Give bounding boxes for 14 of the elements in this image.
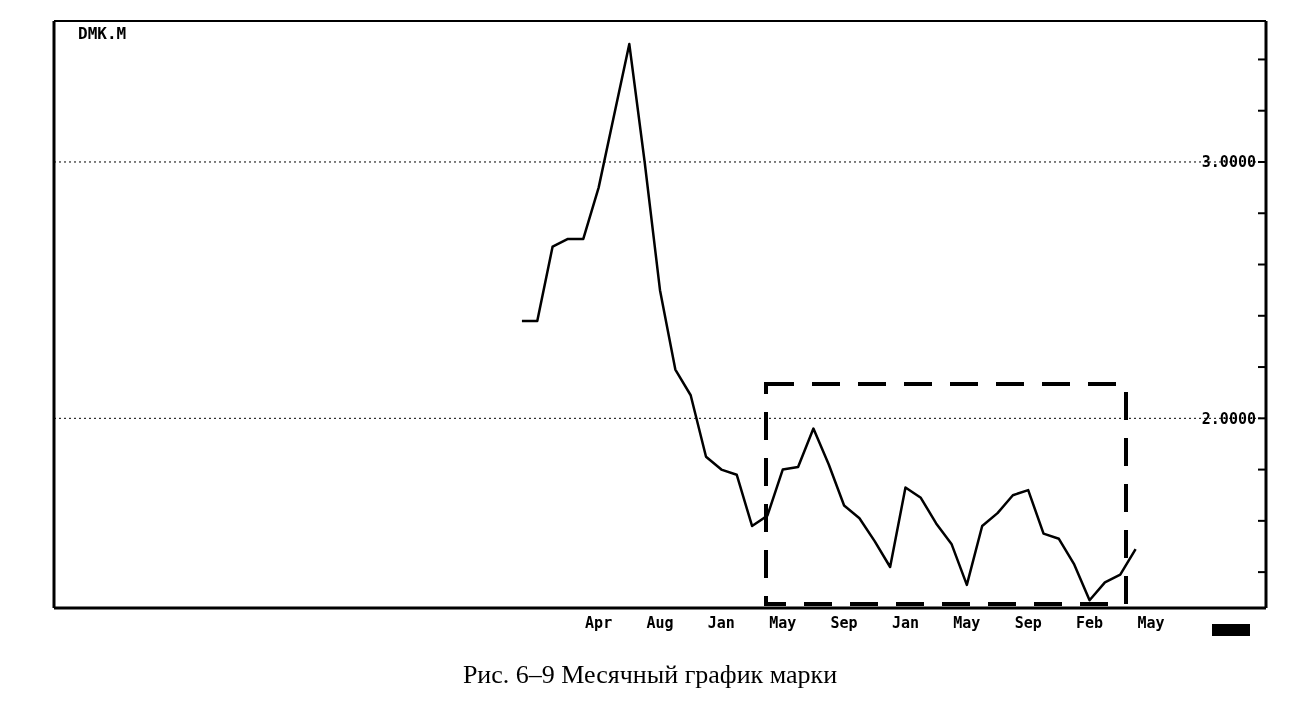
x-tick-label: Apr bbox=[585, 614, 613, 632]
y-tick-label: 2.0000 bbox=[1201, 409, 1256, 428]
x-tick-label: Jan bbox=[707, 614, 735, 632]
x-tick-label: May bbox=[769, 614, 797, 632]
text: Рис. 6–9 Месячный график марки bbox=[461, 660, 839, 690]
chart-title: DMK.M bbox=[78, 24, 127, 43]
y-tick-label: 3.0000 bbox=[1201, 153, 1256, 172]
x-tick-label: May bbox=[1137, 614, 1165, 632]
x-tick-label: Sep bbox=[830, 614, 858, 632]
x-tick-label: Jan bbox=[891, 614, 920, 632]
x-tick-label: May bbox=[953, 614, 981, 632]
x-tick-label: Sep bbox=[1014, 614, 1042, 632]
x-tick-label: Aug bbox=[646, 614, 674, 632]
x-tick-label: Feb bbox=[1076, 614, 1104, 632]
